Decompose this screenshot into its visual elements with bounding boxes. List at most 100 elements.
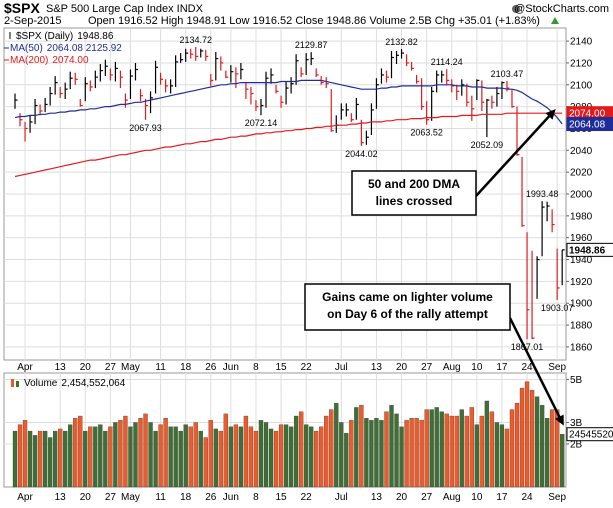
x-tick-label: 10 — [471, 492, 483, 503]
high-label: 2129.87 — [295, 40, 328, 50]
volume-bar — [22, 420, 28, 488]
volume-bar — [163, 418, 168, 488]
volume-bar — [474, 424, 479, 488]
volume-bar — [263, 422, 269, 488]
logo-icon — [512, 5, 520, 13]
x-tick-label: 20 — [396, 362, 408, 373]
x-tick-label: 26 — [205, 362, 217, 373]
x-tick-label: 22 — [301, 362, 313, 373]
volume-bar — [183, 424, 188, 488]
x-tick-label: 17 — [496, 492, 508, 503]
volume-bar — [394, 413, 399, 488]
volume-bar — [173, 426, 178, 488]
volume-bar — [253, 430, 259, 488]
volume-bar — [37, 430, 43, 488]
legend-value: 2064.08 2125.92 — [47, 43, 123, 54]
volume-bar — [369, 420, 374, 488]
y-tick-label: 1920 — [570, 277, 593, 288]
x-tick-label: Sep — [548, 492, 566, 503]
callout-box — [351, 170, 477, 216]
volume-bar — [148, 422, 153, 488]
moving-average — [14, 79, 563, 125]
volume-bar — [17, 424, 23, 488]
low-label: 2067.93 — [129, 123, 162, 133]
volume-bar — [374, 418, 379, 488]
high-label: 2134.72 — [179, 35, 212, 45]
volume-bar — [213, 428, 218, 488]
legend-icon — [16, 381, 19, 387]
x-tick-label: 27 — [105, 492, 117, 503]
date: 2-Sep-2015 — [4, 15, 62, 27]
volume-bar — [424, 409, 429, 488]
volume-bar — [349, 420, 354, 488]
volume-bar — [344, 433, 349, 488]
x-tick-label: Jul — [335, 492, 348, 503]
moving-average — [14, 112, 563, 178]
volume-bar — [233, 424, 239, 488]
volume-bar — [203, 437, 208, 488]
x-tick-label: 11 — [155, 492, 166, 503]
volume-bar — [248, 426, 254, 488]
callout-text: on Day 6 of the rally attempt — [327, 307, 488, 321]
volume-bar — [364, 418, 369, 488]
legend-name: MA(200) — [10, 55, 48, 66]
volume-bar — [63, 430, 68, 488]
volume-bar — [309, 426, 314, 488]
legend-value: 2,454,552,064 — [61, 378, 125, 389]
volume-bar — [319, 426, 324, 488]
volume-bar — [123, 415, 128, 488]
y-tick-label: 2020 — [570, 168, 593, 179]
y-tick-label: 1940 — [570, 255, 593, 266]
x-tick-label: Sep — [548, 362, 566, 373]
y-tick-label: 1900 — [570, 299, 593, 310]
value-tag — [566, 427, 613, 442]
volume-bar — [53, 430, 58, 488]
volume-bar — [273, 430, 279, 488]
volume-bar — [534, 396, 540, 488]
volume-bar — [389, 405, 394, 488]
volume-bar — [218, 430, 223, 488]
volume-bar — [409, 418, 414, 488]
x-tick-label: 26 — [205, 492, 217, 503]
callout-text: Gains came on lighter volume — [322, 290, 493, 304]
volume-bar — [499, 424, 505, 488]
volume-bar — [494, 422, 500, 488]
x-tick-label: 27 — [421, 362, 433, 373]
volume-bar — [464, 415, 469, 488]
volume-bar — [143, 413, 148, 488]
volume-bar — [73, 418, 78, 488]
y-tick-label: 1880 — [570, 321, 593, 332]
x-tick-label: 18 — [180, 492, 192, 503]
x-tick-label: Jun — [223, 492, 239, 503]
low-label: 1867.01 — [511, 342, 544, 352]
volume-bar — [479, 415, 485, 488]
volume-bar — [228, 426, 234, 488]
value-tag-label: 2074.00 — [569, 109, 606, 120]
x-tick-label: 20 — [80, 492, 92, 503]
value-tag — [566, 117, 613, 132]
volume-bar — [243, 415, 249, 488]
low-label: 2044.02 — [345, 149, 378, 159]
volume-bar — [444, 413, 449, 488]
callout-text: lines crossed — [376, 194, 453, 208]
volume-bar — [304, 424, 309, 488]
y-tick-label: 1860 — [570, 342, 593, 353]
volume-bar — [42, 430, 48, 488]
high-label: 2103.47 — [491, 69, 524, 79]
y-tick-label: 5B — [570, 375, 583, 386]
volume-bar — [223, 413, 228, 488]
volume-bar — [429, 409, 434, 488]
x-tick-label: 20 — [80, 362, 92, 373]
legend-name: MA(50) — [10, 43, 43, 54]
x-tick-label: 10 — [471, 362, 483, 373]
arrow-head — [545, 109, 556, 120]
volume-bar — [68, 424, 73, 488]
volume-bar — [298, 411, 304, 488]
volume-bar — [544, 418, 550, 488]
volume-bar — [178, 430, 183, 488]
volume-bar — [489, 411, 495, 488]
volume-bar — [153, 430, 158, 488]
volume-bar — [384, 411, 389, 488]
